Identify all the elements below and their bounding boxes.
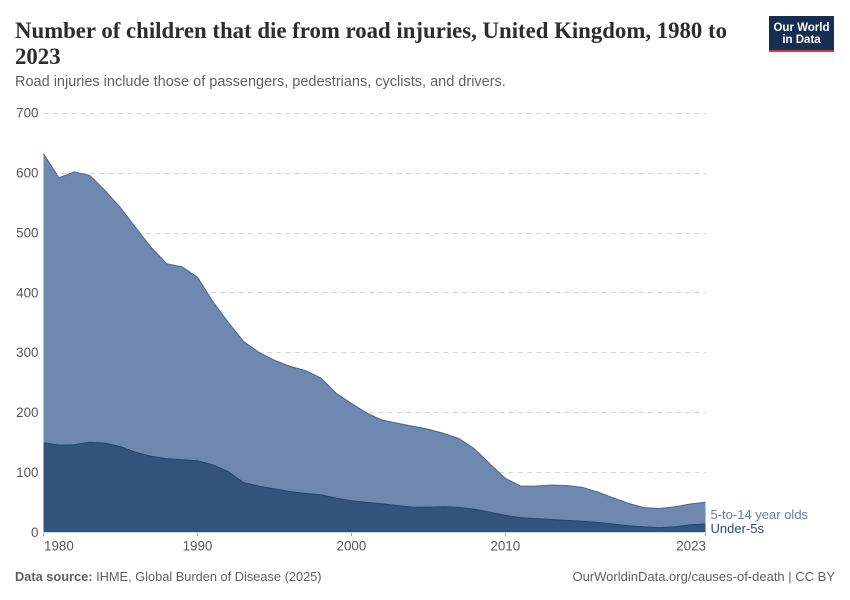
svg-text:100: 100 [16,465,38,480]
svg-text:500: 500 [16,226,38,241]
svg-text:1990: 1990 [183,538,213,553]
svg-text:2023: 2023 [676,538,706,553]
svg-text:2000: 2000 [337,538,367,553]
svg-text:400: 400 [16,285,38,300]
svg-text:600: 600 [16,166,38,181]
svg-text:2010: 2010 [490,538,520,553]
svg-text:0: 0 [31,525,38,540]
svg-text:1980: 1980 [44,538,74,553]
svg-text:200: 200 [16,405,38,420]
svg-text:5-to-14 year olds: 5-to-14 year olds [711,507,809,522]
svg-text:300: 300 [16,345,38,360]
svg-text:700: 700 [16,106,38,121]
svg-text:Under-5s: Under-5s [711,521,765,536]
